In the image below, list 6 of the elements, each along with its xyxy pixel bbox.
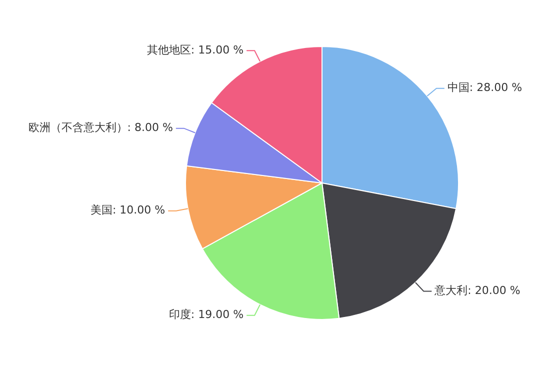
slice-label: 中国: 28.00 % <box>447 81 522 94</box>
slice-label: 意大利: 20.00 % <box>434 284 520 298</box>
slice-label: 美国: 10.00 % <box>90 204 166 217</box>
slice-label: 欧洲（不含意大利）: 8.00 % <box>28 121 173 134</box>
slice-label: 印度: 19.00 % <box>168 308 244 322</box>
slice-label: 其他地区: 15.00 % <box>146 44 244 57</box>
